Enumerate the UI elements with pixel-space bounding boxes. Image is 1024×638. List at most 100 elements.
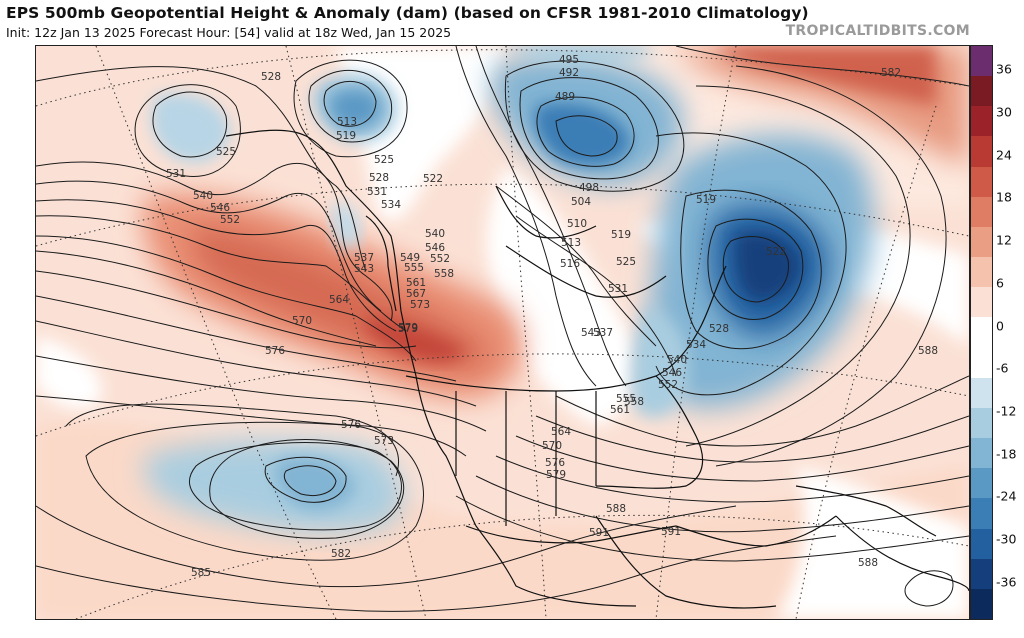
contour-height-label: 579 (398, 323, 418, 335)
colorbar-segment (971, 347, 992, 379)
anomaly-shading (36, 46, 969, 619)
contour-height-label: 579 (398, 322, 418, 334)
contour-height-label: 573 (410, 299, 430, 311)
contour-height-label: 525 (374, 154, 394, 166)
contour-height-label: 525 (216, 146, 236, 158)
colorbar-segment (971, 76, 992, 107)
contour-height-label: 555 (404, 262, 424, 274)
colorbar-tick-label: 0 (996, 318, 1004, 333)
chart-title: EPS 500mb Geopotential Height & Anomaly … (6, 4, 809, 22)
contour-height-label: 573 (374, 435, 394, 447)
contour-height-label: 555 (616, 393, 636, 405)
colorbar-tick-label: -12 (996, 403, 1017, 419)
contour-height-label: 576 (341, 419, 361, 431)
contour-height-label: 561 (610, 404, 630, 416)
contour-height-label: 498 (579, 182, 599, 194)
colorbar-tick-label: -6 (996, 360, 1009, 376)
colorbar-segment (971, 287, 992, 318)
contour-height-label: 552 (658, 379, 678, 391)
contour-height-label: 537 (354, 252, 374, 264)
contour-height-label: 522 (423, 173, 443, 185)
contour-height-label: 549 (400, 252, 420, 264)
contour-height-label: 558 (434, 268, 454, 280)
contour-height-label: 582 (331, 548, 351, 560)
contour-height-label: 546 (662, 367, 682, 379)
contour-height-label: 579 (546, 469, 566, 481)
graticule (36, 46, 969, 619)
colorbar-segment (971, 438, 992, 469)
contour-height-label: 531 (367, 186, 387, 198)
contour-height-label: 519 (336, 130, 356, 142)
contour-height-label: 564 (551, 426, 571, 438)
brand-watermark: TROPICALTIDBITS.COM (785, 23, 970, 39)
contour-height-label: 492 (559, 67, 579, 79)
colorbar-segment (971, 588, 992, 620)
contour-height-label: 588 (918, 345, 938, 357)
contour-height-label: 534 (686, 339, 706, 351)
contour-height-label: 540 (425, 228, 445, 240)
contour-height-label: 546 (210, 202, 230, 214)
colorbar-segment (971, 498, 992, 530)
contour-height-label: 495 (559, 54, 579, 66)
contour-height-label: 528 (369, 172, 389, 184)
contour-height-label: 564 (329, 294, 349, 306)
contour-height-label: 519 (696, 194, 716, 206)
colorbar-segment (971, 558, 992, 590)
colorbar-segment (971, 468, 992, 499)
contour-height-label: 561 (406, 277, 426, 289)
colorbar-segment (971, 257, 992, 288)
colorbar-tick-label: -24 (996, 488, 1017, 504)
colorbar-segment (971, 226, 992, 258)
colorbar-segment (971, 528, 992, 560)
colorbar-segment (971, 377, 992, 409)
contour-height-label: 537 (593, 327, 613, 339)
contour-height-label: 504 (571, 196, 591, 208)
contour-height-label: 591 (661, 526, 681, 538)
colorbar-segment (971, 136, 992, 168)
contour-height-label: 513 (561, 237, 581, 249)
contour-height-label: 540 (667, 354, 687, 366)
colorbar-tick-label: 18 (996, 189, 1012, 205)
colorbar-segment (971, 196, 992, 228)
contour-height-label: 570 (542, 440, 562, 452)
colorbar-segment (971, 46, 992, 77)
colorbar-tick-label: 36 (996, 61, 1012, 77)
contour-labels: 5285255315405465525135195255285315345375… (166, 54, 938, 579)
contour-height-label: 567 (406, 288, 426, 300)
contour-height-label: 534 (381, 199, 401, 211)
contour-height-label: 540 (193, 190, 213, 202)
colorbar-segment (971, 317, 992, 349)
contour-height-label: 543 (581, 327, 601, 339)
colorbar-tick-label: -36 (996, 574, 1017, 590)
contour-height-label: 525 (616, 256, 636, 268)
contour-height-label: 513 (337, 116, 357, 128)
chart-subtitle: Init: 12z Jan 13 2025 Forecast Hour: [54… (6, 25, 452, 40)
colorbar-tick-label: -18 (996, 446, 1017, 462)
contour-height-label: 576 (265, 345, 285, 357)
contour-height-label: 528 (709, 323, 729, 335)
colorbar-tick-label: 6 (996, 275, 1004, 291)
coastlines (225, 129, 969, 609)
contour-height-label: 582 (881, 67, 901, 79)
colorbar-tick-label: -30 (996, 531, 1017, 547)
contour-height-label: 552 (220, 214, 240, 226)
colorbar-segment (971, 166, 992, 198)
contour-height-label: 522 (766, 246, 786, 258)
contour-height-label: 519 (611, 229, 631, 241)
contour-height-label: 558 (624, 396, 644, 408)
map-panel: 528 525 531 540 546 552 513 519 525 528 531 534 537 5… (35, 45, 970, 620)
contour-height-label: 489 (555, 91, 575, 103)
contour-height-label: 516 (560, 258, 580, 270)
contour-height-label: 588 (858, 557, 878, 569)
contour-height-label: 528 (261, 71, 281, 83)
contour-height-label: 552 (430, 253, 450, 265)
contour-height-label: 588 (606, 503, 626, 515)
colorbar-tick-label: 30 (996, 104, 1012, 120)
contour-height-label: 585 (191, 567, 211, 579)
colorbar-tick-label: 12 (996, 232, 1012, 248)
contour-height-label: 591 (589, 527, 609, 539)
colorbar-segment (971, 106, 992, 137)
colorbar-tick-label: 24 (996, 147, 1012, 163)
colorbar-segment (971, 407, 992, 439)
contour-height-label: 576 (545, 457, 565, 469)
